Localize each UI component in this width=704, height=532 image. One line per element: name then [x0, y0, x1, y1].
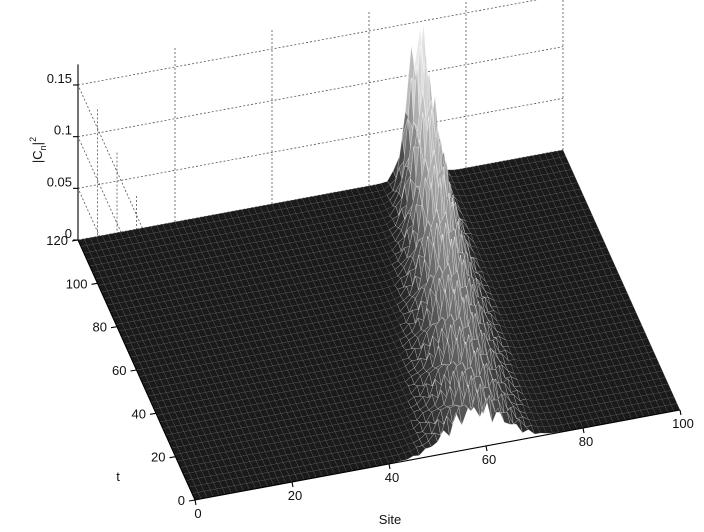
y-tick-label: 100: [66, 276, 88, 291]
x-tick-mark: [291, 481, 294, 488]
x-tick-mark: [582, 427, 585, 434]
x-tick-label: 0: [194, 506, 201, 521]
x-tick-mark: [194, 499, 197, 506]
y-tick-label: 0: [178, 493, 185, 508]
grid-line-z: [77, 136, 196, 397]
x-tick-label: 100: [672, 416, 694, 431]
z-axis-label-base: |C: [30, 150, 45, 163]
z-tick-label: 0: [65, 226, 72, 241]
y-tick-mark: [149, 412, 157, 415]
z-axis-label-sup: 2: [28, 137, 38, 142]
surface: [77, 23, 681, 501]
x-axis-line: [194, 409, 681, 501]
y-tick-label: 80: [93, 320, 107, 335]
grid-line-z: [77, 0, 539, 86]
x-tick-mark: [485, 445, 488, 452]
y-tick-mark: [130, 369, 137, 372]
z-axis-label-tail: |: [30, 142, 45, 145]
z-tick-label: 0.1: [54, 123, 72, 138]
x-tick-mark: [679, 409, 682, 416]
z-tick-label: 0.15: [47, 71, 72, 86]
x-axis-label: Site: [379, 512, 401, 527]
y-tick-label: 20: [151, 450, 165, 465]
x-tick-label: 60: [482, 452, 496, 467]
y-tick-label: 40: [132, 406, 146, 421]
x-tick-label: 80: [579, 434, 593, 449]
z-axis-label-sub: n: [38, 145, 48, 150]
z-axis-label: |Cn|2: [28, 137, 48, 163]
grid-line-z: [77, 46, 564, 138]
x-tick-label: 40: [385, 470, 399, 485]
y-tick-label: 60: [112, 363, 126, 378]
grid-line-z: [77, 84, 196, 346]
y-tick-mark: [188, 499, 196, 502]
grid-line-z: [77, 188, 196, 449]
y-tick-label: 120: [46, 233, 68, 248]
z-tick-label: 0.05: [47, 174, 72, 189]
y-tick-mark: [110, 326, 118, 329]
y-tick-mark: [169, 456, 176, 459]
axis-labels: Site t |Cn|2: [28, 137, 401, 527]
y-tick-mark: [91, 282, 98, 285]
x-tick-mark: [388, 463, 391, 470]
x-tick-label: 20: [288, 488, 302, 503]
y-axis-label: t: [116, 469, 120, 484]
